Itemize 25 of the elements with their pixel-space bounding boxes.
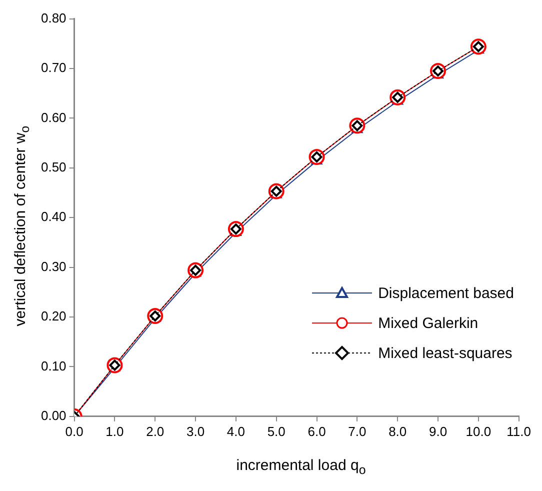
y-tick-label: 0.80	[40, 10, 66, 26]
x-tick-label: 8.0	[388, 424, 407, 439]
x-tick-label: 0.0	[65, 424, 84, 439]
x-tick-label: 10.0	[466, 424, 492, 439]
x-tick-label: 9.0	[428, 424, 448, 439]
y-tick-label: 0.30	[40, 258, 66, 274]
y-tick-label: 0.60	[40, 110, 66, 125]
legend-label: Mixed Galerkin	[378, 314, 478, 332]
x-tick-label: 2.0	[146, 424, 164, 439]
x-tick-label: 4.0	[226, 424, 245, 439]
x-tick-label: 11.0	[506, 424, 532, 439]
y-tick-label: 0.70	[40, 60, 66, 76]
y-tick-label: 0.20	[40, 308, 66, 324]
y-tick-label: 0.40	[40, 209, 66, 224]
x-tick-label: 3.0	[186, 424, 205, 439]
y-tick-label: 0.00	[40, 408, 66, 423]
legend-label: Displacement based	[378, 284, 514, 302]
x-tick-label: 5.0	[267, 424, 286, 439]
y-tick-label: 0.10	[40, 358, 66, 374]
x-tick-label: 7.0	[348, 424, 366, 439]
legend-label: Mixed least-squares	[378, 344, 512, 362]
x-tick-label: 1.0	[106, 424, 124, 439]
x-axis-title: incremental load q$_{o}$	[235, 457, 367, 477]
x-tick-label: 6.0	[308, 424, 326, 439]
y-tick-label: 0.50	[40, 159, 66, 174]
